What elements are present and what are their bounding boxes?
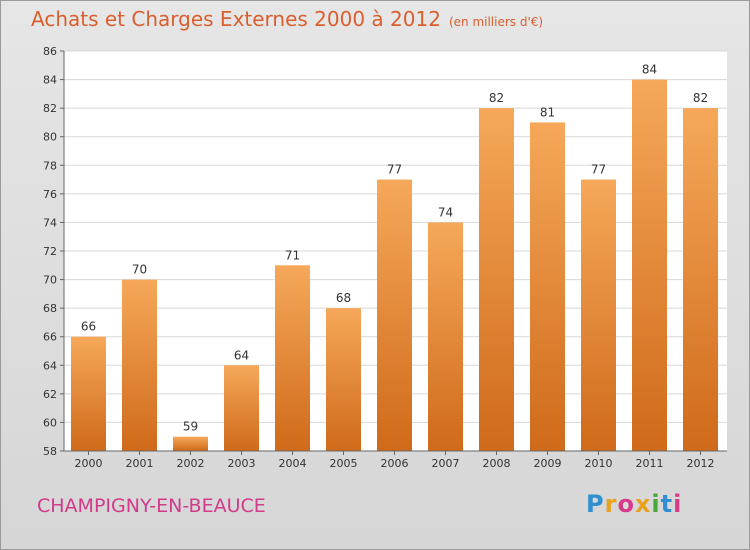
x-tick-label: 2001	[126, 457, 154, 470]
bar-2011	[632, 79, 667, 452]
x-tick-label: 2004	[279, 457, 307, 470]
data-label: 77	[591, 163, 606, 177]
data-label: 77	[387, 163, 402, 177]
proxiti-logo[interactable]: Proxiti	[586, 490, 682, 518]
data-label: 82	[693, 91, 708, 105]
logo-letter: r	[604, 490, 618, 518]
y-tick-label: 70	[43, 274, 57, 287]
y-tick-label: 84	[43, 74, 57, 87]
y-tick-label: 86	[43, 45, 57, 58]
bar-2010	[581, 179, 616, 452]
y-tick-label: 72	[43, 245, 57, 258]
logo-letter: P	[586, 490, 605, 518]
data-label: 71	[285, 248, 300, 262]
city-name: CHAMPIGNY-EN-BEAUCE	[37, 495, 266, 517]
bar-2004	[275, 265, 310, 451]
data-label: 68	[336, 291, 351, 305]
bar-2001	[122, 279, 157, 451]
bar-2006	[377, 179, 412, 452]
chart-title: Achats et Charges Externes 2000 à 2012 (e…	[31, 7, 543, 31]
bar-2000	[71, 336, 106, 451]
y-axis: 58 60 62 64 66 68 70 72 74 76 78 80 82 84 86	[43, 45, 65, 458]
y-tick-label: 58	[43, 445, 57, 458]
y-tick-label: 60	[43, 416, 57, 429]
data-label: 84	[642, 63, 657, 77]
bar-2003	[224, 365, 259, 451]
y-tick-label: 64	[43, 359, 57, 372]
x-tick-label: 2010	[585, 457, 613, 470]
data-label: 66	[81, 320, 96, 334]
logo-letter: t	[660, 490, 674, 518]
bar-2009	[530, 122, 565, 451]
y-tick-label: 62	[43, 388, 57, 401]
logo-letter: i	[673, 490, 683, 518]
x-tick-label: 2009	[534, 457, 562, 470]
data-label: 59	[183, 420, 198, 434]
data-label: 82	[489, 91, 504, 105]
bar-2012	[683, 108, 718, 452]
x-tick-label: 2011	[636, 457, 664, 470]
x-tick-label: 2012	[687, 457, 715, 470]
bar-2005	[326, 308, 361, 451]
x-tick-label: 2005	[330, 457, 358, 470]
y-tick-label: 78	[43, 159, 57, 172]
data-label: 64	[234, 348, 249, 362]
chart-title-unit: (en milliers d'€)	[448, 15, 544, 29]
x-tick-label: 2000	[75, 457, 103, 470]
bar-2007	[428, 222, 463, 451]
logo-letter: x	[634, 490, 652, 518]
logo-letter: o	[617, 490, 635, 518]
bar-2002	[173, 436, 208, 451]
data-label: 81	[540, 105, 555, 119]
y-tick-label: 76	[43, 188, 57, 201]
y-tick-label: 74	[43, 216, 57, 229]
bars: 66 70 59 64 71 68 77 74 82 81 77 84 82	[71, 63, 718, 452]
x-tick-label: 2003	[228, 457, 256, 470]
x-tick-label: 2007	[432, 457, 460, 470]
logo-letter: i	[651, 490, 661, 518]
data-label: 74	[438, 205, 453, 219]
x-axis: 2000 2001 2002 2003 2004 2005 2006 2007 2008 2009…	[64, 450, 727, 470]
y-tick-label: 66	[43, 331, 57, 344]
y-tick-label: 80	[43, 131, 57, 144]
y-tick-label: 82	[43, 102, 57, 115]
y-tick-label: 68	[43, 302, 57, 315]
x-tick-label: 2002	[177, 457, 205, 470]
x-tick-label: 2008	[483, 457, 511, 470]
data-label: 70	[132, 263, 147, 277]
bar-2008	[479, 108, 514, 452]
chart-title-main: Achats et Charges Externes 2000 à 2012	[31, 7, 441, 31]
x-tick-label: 2006	[381, 457, 409, 470]
